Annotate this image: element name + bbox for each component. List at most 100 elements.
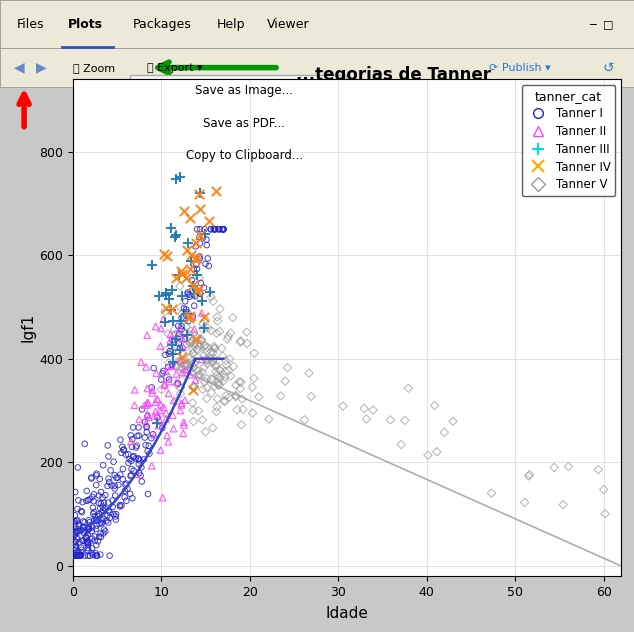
Point	[84, 517, 94, 527]
Point	[194, 273, 204, 283]
Point	[242, 338, 252, 348]
Point	[164, 374, 174, 384]
Point	[161, 408, 171, 418]
Point	[190, 288, 200, 298]
Point	[224, 392, 235, 403]
Point	[206, 353, 216, 363]
Point	[78, 516, 88, 526]
Point	[179, 205, 189, 216]
Point	[107, 480, 117, 490]
Point	[176, 363, 186, 374]
Point	[178, 343, 188, 353]
Point	[210, 224, 220, 234]
Point	[74, 537, 84, 547]
Point	[236, 377, 246, 387]
X-axis label: Idade: Idade	[326, 606, 368, 621]
Point	[221, 360, 231, 370]
Point	[188, 348, 198, 358]
Point	[96, 515, 107, 525]
Point	[165, 335, 176, 345]
Point	[92, 550, 102, 561]
Point	[110, 480, 120, 490]
Point	[181, 365, 191, 375]
Point	[188, 398, 198, 408]
Point	[94, 498, 104, 508]
Point	[173, 321, 183, 331]
Point	[174, 324, 184, 334]
Point	[87, 492, 97, 502]
Point	[122, 484, 133, 494]
Point	[188, 349, 198, 359]
Point	[177, 398, 187, 408]
Point	[90, 511, 100, 521]
Point	[184, 313, 194, 324]
Point	[115, 435, 126, 445]
Point	[158, 402, 169, 412]
Point	[190, 375, 200, 385]
Point	[129, 466, 139, 476]
Point	[159, 380, 169, 391]
Point	[182, 360, 192, 370]
Point	[220, 396, 230, 406]
Point	[157, 384, 167, 394]
Point	[200, 340, 210, 350]
Point	[71, 527, 81, 537]
Point	[70, 518, 81, 528]
Point	[134, 422, 144, 432]
Point	[195, 232, 205, 242]
Point	[212, 360, 222, 370]
Point	[218, 224, 228, 234]
Point	[179, 420, 189, 430]
Point	[184, 365, 195, 375]
Point	[215, 365, 225, 375]
Point	[236, 420, 247, 430]
Point	[206, 325, 216, 336]
Point	[146, 461, 157, 471]
Point	[103, 451, 113, 461]
Point	[219, 396, 229, 406]
Point	[127, 434, 138, 444]
Point	[94, 509, 104, 520]
Point	[234, 377, 244, 387]
Point	[197, 367, 207, 377]
Point	[198, 319, 208, 329]
Point	[143, 489, 153, 499]
Point	[150, 406, 160, 416]
Point	[105, 550, 115, 561]
Point	[181, 339, 191, 349]
Point	[129, 400, 139, 410]
Point	[186, 353, 196, 363]
Point	[73, 547, 83, 557]
Point	[177, 309, 187, 319]
Point	[211, 186, 221, 197]
Point	[202, 234, 212, 245]
Point	[214, 380, 224, 391]
Point	[108, 509, 119, 519]
Point	[141, 440, 151, 450]
Point	[75, 550, 85, 561]
Point	[195, 341, 205, 351]
Point	[198, 324, 208, 334]
Point	[208, 296, 218, 307]
Point	[192, 224, 202, 234]
Point	[169, 396, 179, 406]
Point	[448, 416, 458, 427]
Point	[276, 391, 286, 401]
Point	[74, 519, 84, 529]
Point	[219, 375, 229, 386]
Point	[126, 470, 136, 480]
Point	[399, 415, 410, 425]
Point	[72, 550, 82, 561]
Point	[142, 330, 152, 340]
Point	[176, 321, 186, 331]
Point	[86, 473, 96, 483]
Point	[171, 230, 181, 240]
Point	[223, 334, 233, 344]
Point	[139, 454, 149, 465]
Point	[188, 382, 198, 392]
Point	[213, 380, 223, 390]
Point	[89, 489, 99, 499]
Point	[89, 515, 100, 525]
Point	[242, 327, 252, 337]
Text: 🔍 Zoom: 🔍 Zoom	[73, 63, 115, 73]
